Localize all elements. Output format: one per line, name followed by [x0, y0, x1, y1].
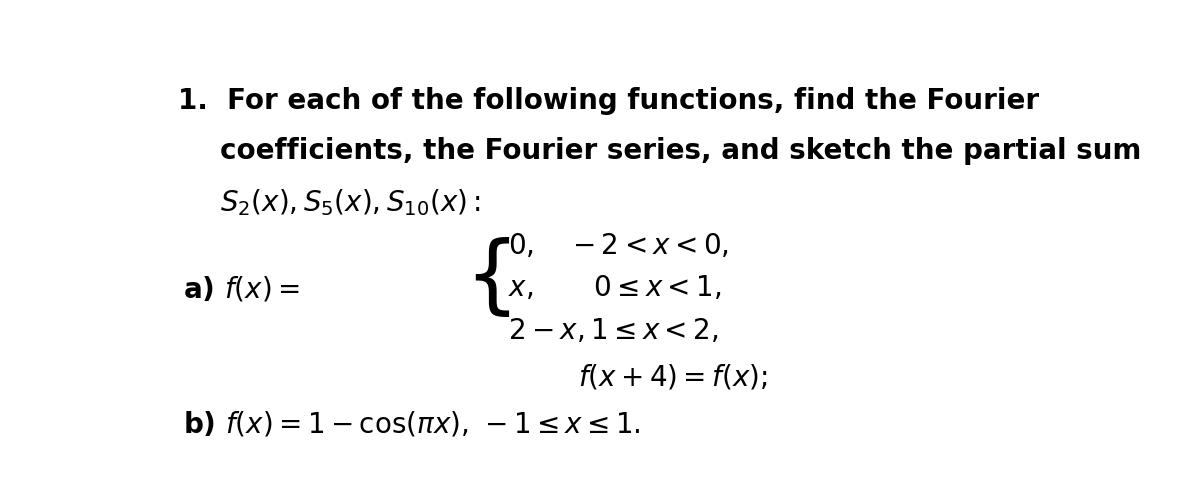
Text: $x, \qquad 0 \leq x < 1,$: $x, \qquad 0 \leq x < 1,$: [508, 274, 721, 302]
Text: a) $f(x) = $: a) $f(x) = $: [182, 274, 299, 303]
Text: $f(x + 4) = f(x);$: $f(x + 4) = f(x);$: [578, 363, 767, 392]
Text: $S_2(x), S_5(x), S_{10}(x):$: $S_2(x), S_5(x), S_{10}(x):$: [220, 187, 481, 218]
Text: 1.  For each of the following functions, find the Fourier: 1. For each of the following functions, …: [178, 87, 1039, 115]
Text: $0, \quad -2 < x < 0,$: $0, \quad -2 < x < 0,$: [508, 232, 730, 260]
Text: coefficients, the Fourier series, and sketch the partial sum: coefficients, the Fourier series, and sk…: [220, 137, 1141, 165]
Text: $2 - x, 1 \leq x < 2,$: $2 - x, 1 \leq x < 2,$: [508, 317, 719, 345]
Text: $\{$: $\{$: [463, 236, 510, 320]
Text: b) $f(x) = 1 - \cos(\pi x),\, -1 \leq x \leq 1.$: b) $f(x) = 1 - \cos(\pi x),\, -1 \leq x …: [182, 409, 641, 438]
